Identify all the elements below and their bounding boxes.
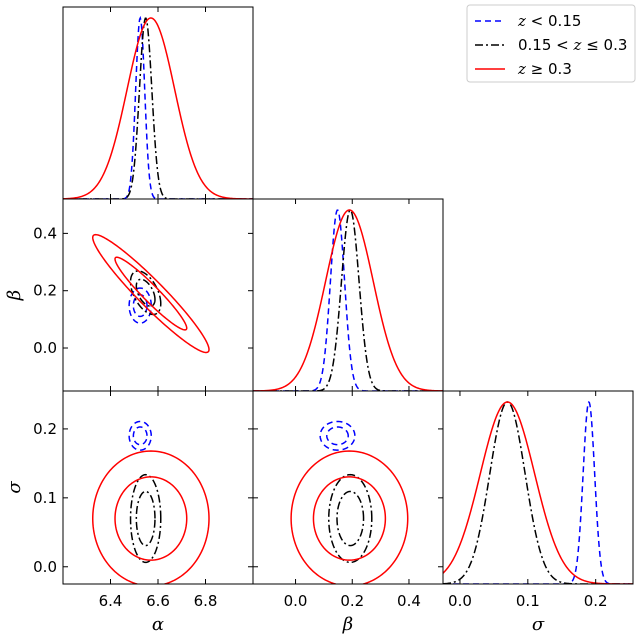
y-tick-label-sigma: 0.2: [33, 420, 57, 438]
x-axis-label-beta: β: [342, 614, 353, 635]
panel-sigma-sigma: [442, 390, 634, 585]
marginal-curve-alpha: [63, 15, 253, 199]
panel-content: [290, 420, 409, 584]
y-tick-label-beta: 0.2: [33, 282, 57, 300]
panel-content: [63, 15, 253, 199]
y-tick-label-beta: 0.0: [33, 339, 57, 357]
contour-68-alpha-sigma: [135, 490, 156, 547]
panel-frame: [62, 198, 254, 392]
y-tick-label-sigma: 0.1: [33, 489, 57, 507]
x-tick-label-beta: 0.4: [397, 592, 421, 610]
marginal-curve-alpha: [63, 17, 253, 199]
x-tick-label-sigma: 0.2: [584, 592, 608, 610]
panel-beta-beta: [252, 198, 444, 392]
contour-68-beta-sigma: [312, 476, 387, 561]
contour-68-beta-sigma: [336, 490, 365, 547]
y-tick-label-beta: 0.4: [33, 224, 57, 242]
contour-95-alpha-sigma: [129, 473, 162, 564]
panel-content: [443, 401, 633, 584]
marginal-curve-sigma: [443, 401, 633, 584]
marginal-curve-sigma: [443, 401, 633, 584]
panel-alpha-alpha: [62, 6, 254, 200]
contour-95-alpha-beta: [128, 287, 152, 324]
x-tick-label-alpha: 6.4: [99, 592, 123, 610]
marginal-curve-sigma: [443, 401, 633, 584]
legend-label: z < 0.15: [517, 12, 581, 30]
y-axis-label-sigma: σ: [4, 481, 25, 494]
marginal-curve-beta: [253, 209, 443, 391]
panel-frame: [62, 390, 254, 585]
contour-68-alpha-beta: [135, 278, 156, 307]
contour-95-beta-sigma: [290, 450, 409, 584]
contour-68-beta-sigma: [326, 426, 349, 446]
x-axis-label-sigma: σ: [532, 614, 545, 635]
contour-95-beta-sigma: [319, 420, 356, 451]
panel-frame: [252, 390, 444, 585]
y-axis-label-beta: β: [4, 290, 25, 301]
panel-sigma-beta: [252, 390, 444, 585]
panel-frame: [252, 198, 444, 392]
panel-frame: [442, 390, 634, 585]
contour-68-alpha-sigma: [114, 476, 188, 561]
legend: z < 0.15 0.15 < z ≤ 0.3 z ≥ 0.3: [466, 4, 636, 83]
marginal-curve-alpha: [63, 17, 253, 199]
panel-frame: [62, 6, 254, 200]
contour-68-alpha-beta: [114, 256, 188, 331]
contour-95-alpha-beta: [91, 233, 210, 354]
panels-layer: 6.4 6.6 6.8 α 0.0 0.2 0.4 β 0.0 0.1 0.2 σ 0.0 0.2 0.4 β…: [4, 6, 634, 635]
marginal-curve-beta: [253, 209, 443, 391]
contour-95-alpha-sigma: [128, 420, 152, 451]
x-tick-label-sigma: 0.1: [516, 592, 540, 610]
marginal-curve-beta: [253, 209, 443, 391]
panel-content: [253, 209, 443, 391]
legend-label: 0.15 < z ≤ 0.3: [518, 36, 627, 54]
panel-content: [91, 420, 210, 584]
x-tick-label-sigma: 0.0: [448, 592, 472, 610]
y-tick-label-sigma: 0.0: [33, 558, 57, 576]
contour-68-alpha-sigma: [132, 426, 148, 446]
contour-95-alpha-sigma: [91, 450, 210, 584]
legend-label: z ≥ 0.3: [517, 60, 572, 78]
panel-content: [91, 233, 210, 354]
x-tick-label-alpha: 6.6: [146, 592, 170, 610]
panel-beta-alpha: [62, 198, 254, 392]
x-tick-label-beta: 0.0: [284, 592, 308, 610]
contour-95-beta-sigma: [327, 473, 373, 564]
x-tick-label-alpha: 6.8: [194, 592, 218, 610]
legend-box: [466, 4, 636, 83]
panel-sigma-alpha: [62, 390, 254, 585]
x-axis-label-alpha: α: [152, 614, 164, 635]
x-tick-label-beta: 0.2: [340, 592, 364, 610]
contour-68-alpha-beta: [132, 294, 148, 318]
